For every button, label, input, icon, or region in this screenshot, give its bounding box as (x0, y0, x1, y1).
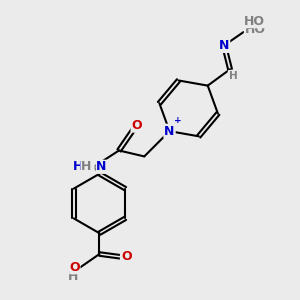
Text: HN: HN (73, 160, 94, 173)
Text: +: + (174, 116, 182, 124)
Text: H: H (81, 160, 92, 173)
Text: O: O (131, 119, 142, 132)
Text: HO: HO (243, 15, 264, 28)
Text: H: H (229, 71, 237, 81)
Text: O: O (70, 261, 80, 274)
Text: O: O (121, 250, 131, 263)
Text: H: H (68, 270, 79, 284)
Text: N: N (96, 160, 106, 173)
Text: HO: HO (245, 22, 266, 36)
Text: N: N (219, 39, 229, 52)
Text: N: N (164, 125, 175, 138)
